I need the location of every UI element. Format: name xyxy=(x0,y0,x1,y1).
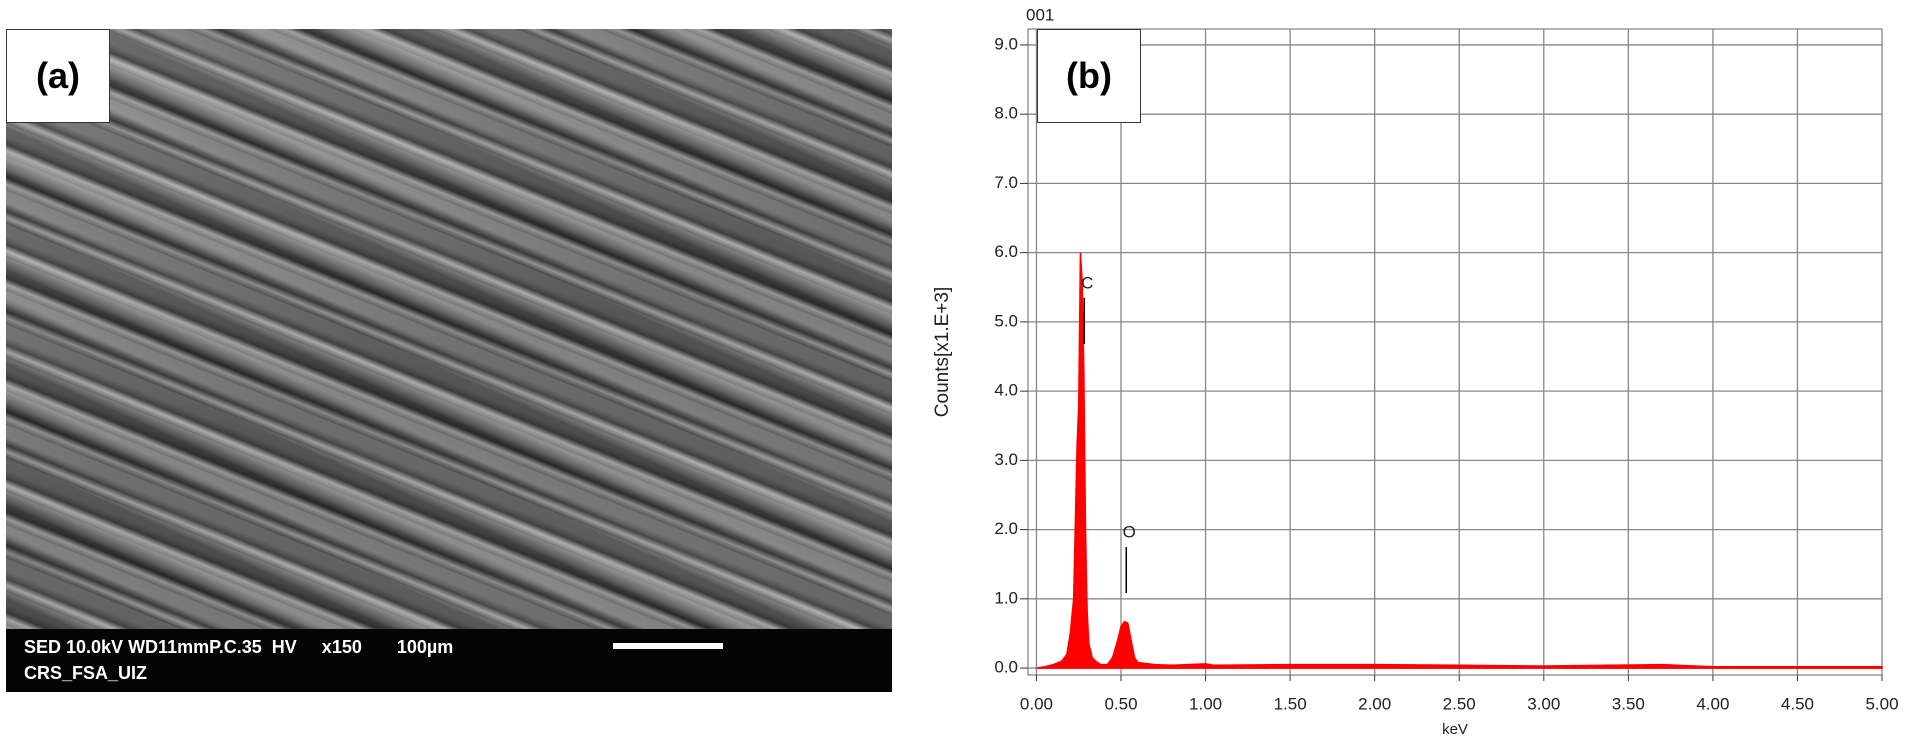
plot-area xyxy=(1027,28,1883,676)
y-tick-label: 8.0 xyxy=(994,104,1018,123)
y-tick-label: 4.0 xyxy=(994,381,1018,400)
y-tick-label: 5.0 xyxy=(994,311,1018,330)
sem-info: SED 10.0kV WD11mmP.C.35 HV x150 100µm xyxy=(24,637,454,657)
sem-info-bar: SED 10.0kV WD11mmP.C.35 HV x150 100µm CR… xyxy=(6,629,892,692)
y-tick-label: 7.0 xyxy=(994,173,1018,192)
spectrum xyxy=(1036,252,1883,669)
peak-label: O xyxy=(1123,523,1136,542)
x-tick-label: 2.00 xyxy=(1358,694,1391,713)
x-tick-label: 2.50 xyxy=(1443,694,1476,713)
scale-bar xyxy=(613,643,723,649)
y-tick-label: 9.0 xyxy=(994,34,1018,53)
x-tick-label: 1.50 xyxy=(1274,694,1307,713)
y-tick-label: 6.0 xyxy=(994,242,1018,261)
y-tick-label: 0.0 xyxy=(994,658,1018,677)
x-tick-label: 4.00 xyxy=(1696,694,1729,713)
y-tick-label: 1.0 xyxy=(994,588,1018,607)
x-tick-label: 4.50 xyxy=(1781,694,1814,713)
x-tick-label: 0.00 xyxy=(1020,694,1053,713)
x-axis-label: keV xyxy=(1442,721,1468,738)
x-tick-label: 0.50 xyxy=(1104,694,1137,713)
sem-info: CRS_FSA_UIZ xyxy=(24,663,148,683)
x-tick-label: 3.50 xyxy=(1612,694,1645,713)
x-tick-label: 5.00 xyxy=(1865,694,1898,713)
panel-label: (b) xyxy=(1037,29,1141,123)
chart-title: 001 xyxy=(1026,5,1054,24)
y-axis-label: Counts[x1.E+3] xyxy=(932,287,953,417)
y-tick-label: 3.0 xyxy=(994,450,1018,469)
y-tick-label: 2.0 xyxy=(994,519,1018,538)
panel-label: (a) xyxy=(6,29,110,123)
peak-label: C xyxy=(1081,273,1093,292)
x-tick-label: 1.00 xyxy=(1189,694,1222,713)
sem-micrograph: SED 10.0kV WD11mmP.C.35 HV x150 100µm CR… xyxy=(6,29,892,692)
x-tick-label: 3.00 xyxy=(1527,694,1560,713)
